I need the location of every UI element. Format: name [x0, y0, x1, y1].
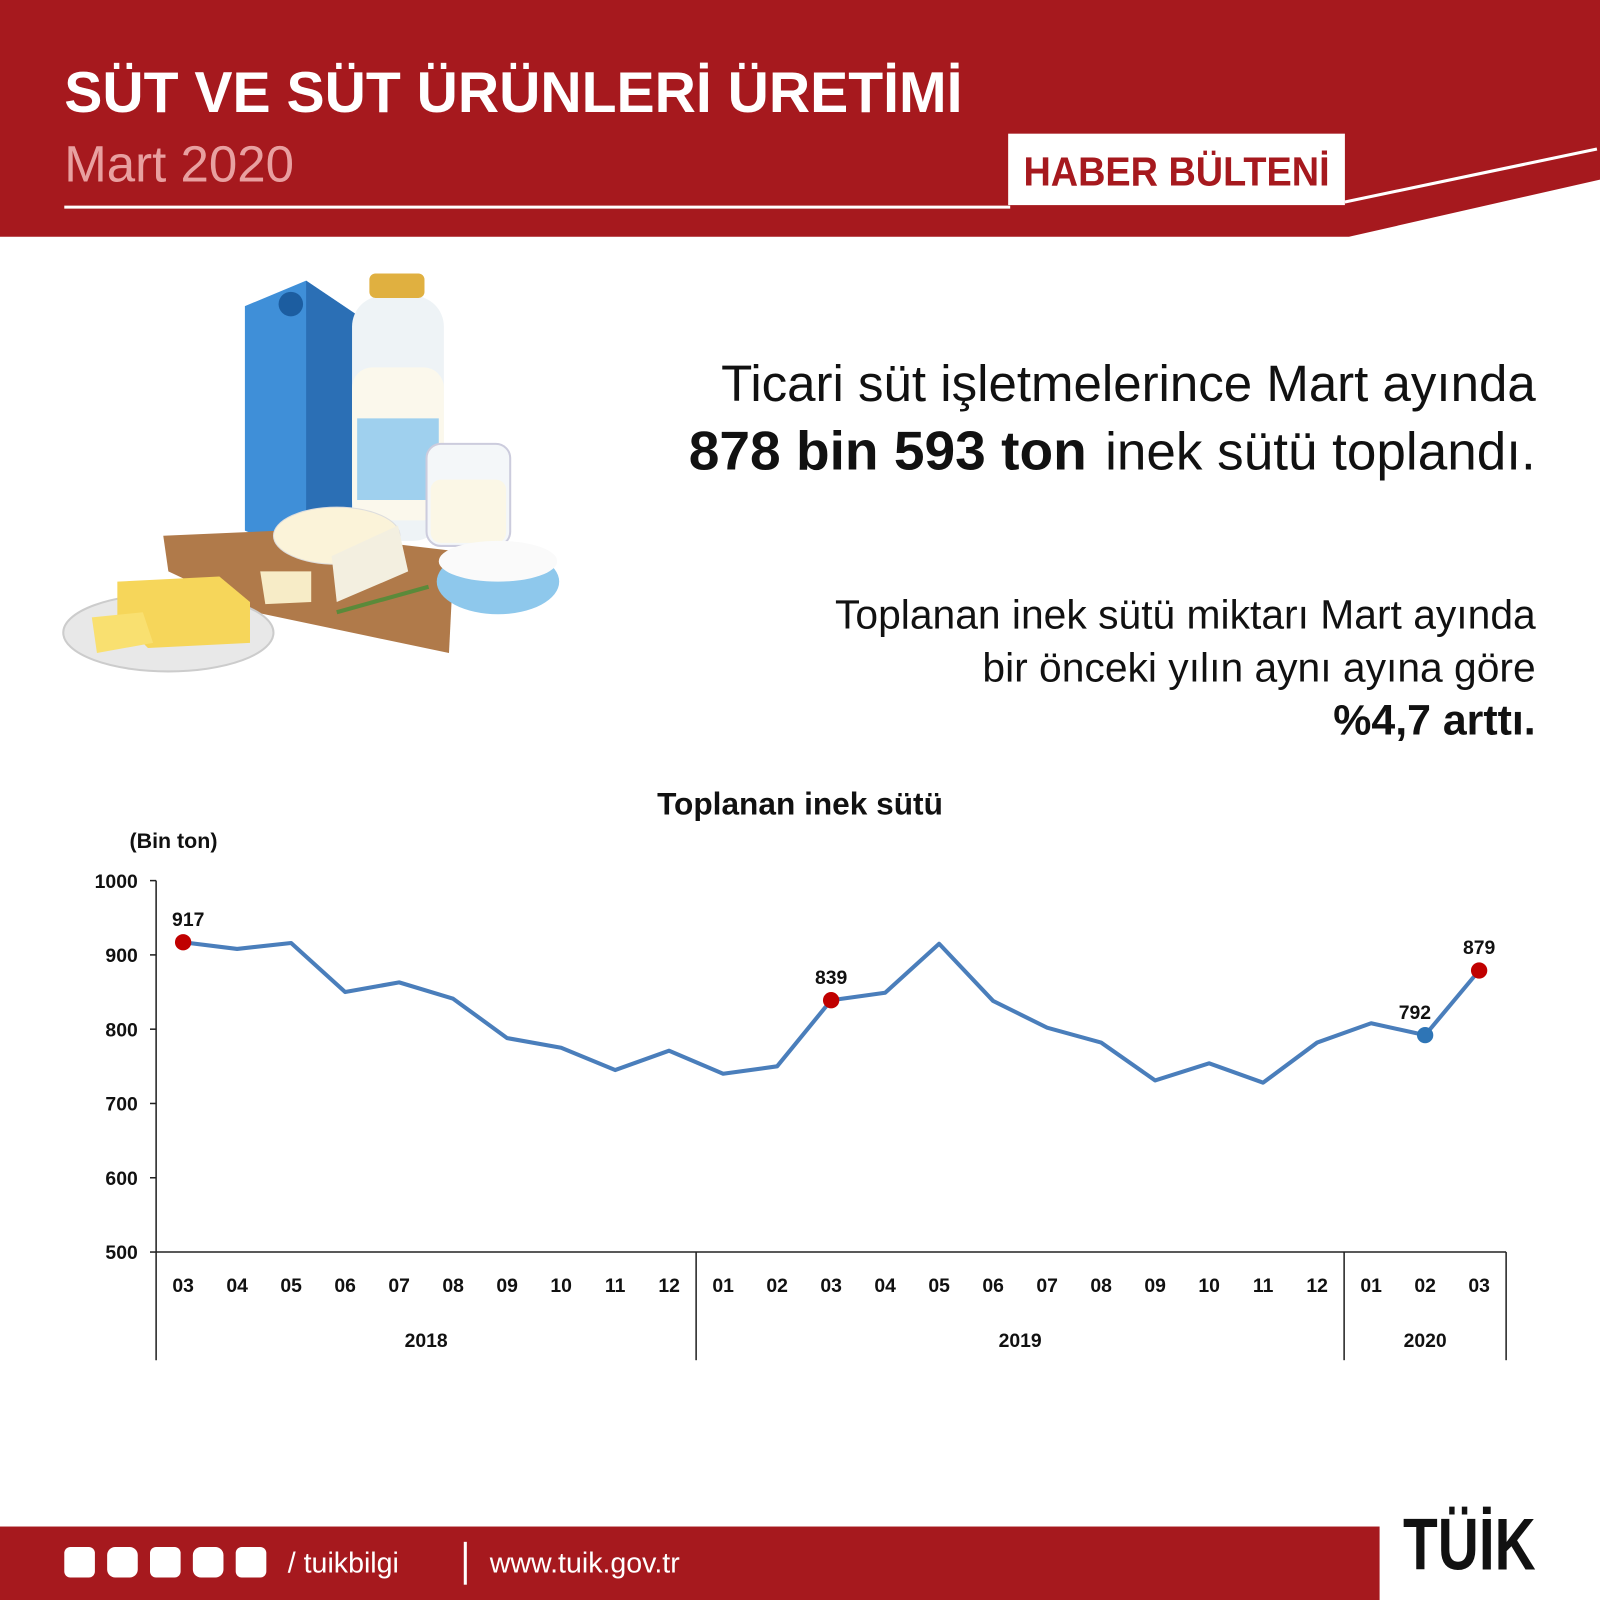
data-point	[1416, 1026, 1434, 1044]
headline-line: Ticari süt işletmelerince Mart ayında	[721, 355, 1536, 412]
x-tick-label: 04	[874, 1275, 896, 1297]
data-label: 917	[172, 909, 204, 931]
data-point	[822, 992, 840, 1009]
summary-line: Toplanan inek sütü miktarı Mart ayında	[835, 592, 1536, 638]
header-subtitle: Mart 2020	[64, 136, 294, 193]
x-tick-label: 11	[1253, 1275, 1274, 1297]
x-tick-label: 11	[605, 1275, 626, 1297]
chart-title: Toplanan inek sütü	[657, 785, 943, 821]
x-tick-label: 03	[1468, 1275, 1490, 1297]
x-tick-label: 05	[928, 1275, 950, 1297]
y-tick-label: 700	[105, 1094, 137, 1116]
group-label: 2019	[999, 1330, 1042, 1352]
header-title: SÜT VE SÜT ÜRÜNLERİ ÜRETİMİ	[64, 61, 962, 125]
x-tick-label: 09	[1144, 1275, 1166, 1297]
x-tick-label: 01	[712, 1275, 734, 1297]
x-tick-label: 12	[658, 1275, 680, 1297]
x-tick-label: 03	[172, 1275, 194, 1297]
badge-box	[1008, 133, 1345, 206]
y-tick-label: 900	[105, 945, 137, 967]
group-label: 2020	[1404, 1330, 1447, 1352]
y-tick-label: 500	[105, 1242, 137, 1264]
data-point	[1470, 962, 1488, 979]
x-tick-label: 06	[982, 1275, 1004, 1297]
x-tick-label: 01	[1360, 1275, 1382, 1297]
x-tick-label: 05	[280, 1275, 302, 1297]
dairy-illustration	[62, 273, 560, 673]
y-tick-label: 600	[105, 1168, 137, 1190]
summary-line: bir önceki yılın aynı ayına göre	[982, 645, 1535, 691]
logo: TÜİK	[1403, 1502, 1536, 1585]
line-chart: 500 600 700 800 900 1000 03 04 05 06 07 08 09 10 11 12 0…	[95, 871, 1507, 1361]
x-tick-label: 03	[820, 1275, 842, 1297]
x-tick-label: 02	[1414, 1275, 1436, 1297]
header-rule	[1344, 147, 1598, 204]
x-tick-label: 07	[388, 1275, 410, 1297]
headline-line: 878 bin 593 ton inek sütü toplandı.	[689, 419, 1536, 481]
data-point	[174, 934, 192, 951]
footer-handle: / tuikbilgi	[288, 1547, 399, 1579]
badge-text: HABER BÜLTENİ	[1023, 149, 1329, 195]
social-icons	[64, 1546, 267, 1578]
x-tick-label: 02	[766, 1275, 788, 1297]
footer-band	[0, 1526, 1380, 1600]
x-tick-label: 08	[442, 1275, 464, 1297]
data-label: 839	[815, 967, 848, 989]
data-label: 879	[1463, 937, 1496, 959]
x-tick-label: 10	[1198, 1275, 1220, 1297]
y-tick-label: 1000	[95, 871, 138, 893]
summary-emphasis: %4,7 arttı.	[1333, 697, 1535, 745]
x-tick-label: 10	[550, 1275, 572, 1297]
x-tick-label: 06	[334, 1275, 356, 1297]
x-tick-label: 09	[496, 1275, 518, 1297]
x-tick-label: 08	[1090, 1275, 1112, 1297]
y-tick-label: 800	[105, 1019, 137, 1041]
x-tick-label: 04	[226, 1275, 248, 1297]
footer-website: www.tuik.gov.tr	[489, 1547, 680, 1579]
y-axis-unit: (Bin ton)	[129, 829, 217, 853]
data-line	[182, 940, 1481, 1085]
x-tick-label: 07	[1036, 1275, 1058, 1297]
data-label: 792	[1399, 1002, 1431, 1024]
x-tick-label: 12	[1306, 1275, 1328, 1297]
headline-text: inek sütü toplandı.	[1105, 422, 1536, 481]
headline-emphasis: 878 bin 593 ton	[689, 419, 1087, 481]
group-label: 2018	[405, 1330, 448, 1352]
